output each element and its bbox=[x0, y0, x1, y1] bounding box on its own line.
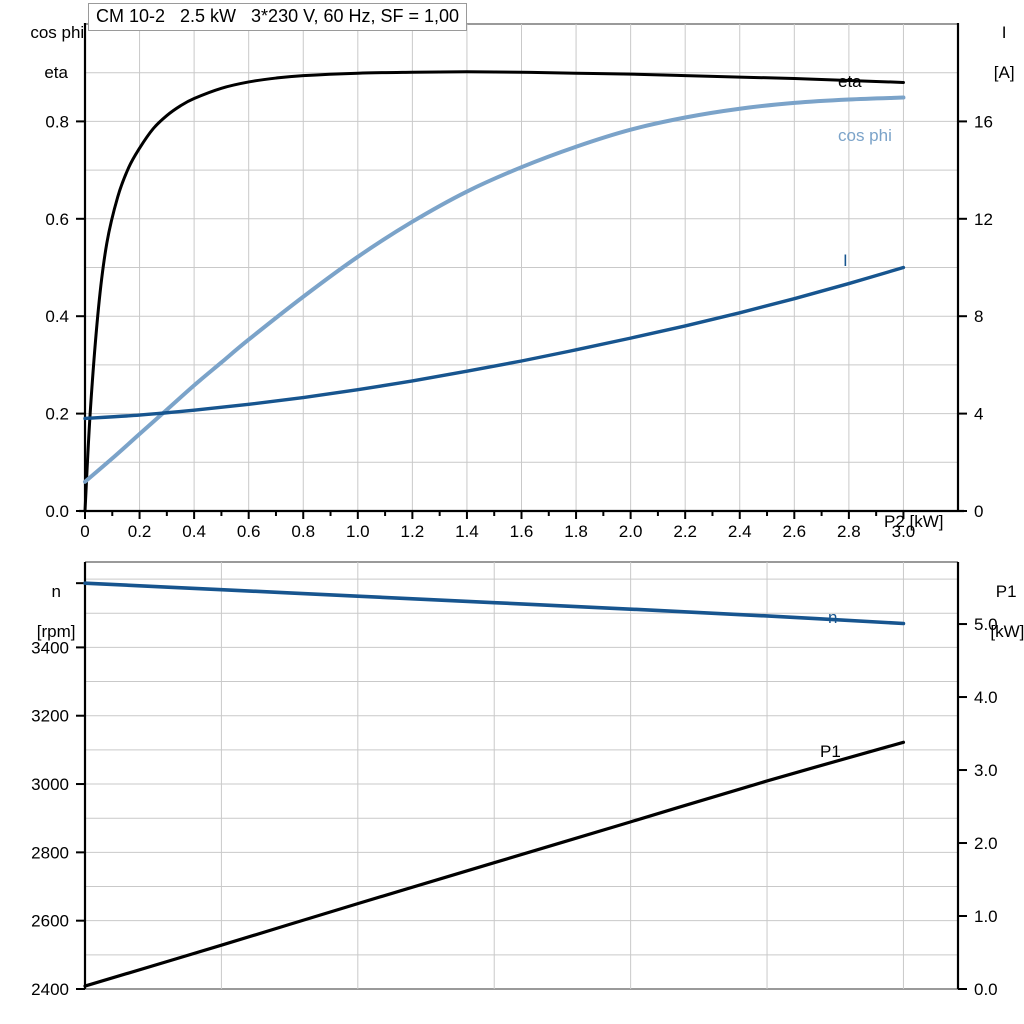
y-left-tick-1: 0.2 bbox=[45, 405, 69, 424]
right-axis-title-top: I [A] bbox=[960, 3, 1020, 103]
y-left-tick-b-2: 2800 bbox=[31, 843, 69, 862]
y-left-tick-b-1: 2600 bbox=[31, 912, 69, 931]
chart-title-box: CM 10-2 2.5 kW 3*230 V, 60 Hz, SF = 1,00 bbox=[88, 3, 468, 31]
bottom-chart-panel: n [rpm] P1 [kW] 2400 2600 2800 3000 3200 3400… bbox=[0, 548, 1024, 1024]
top-chart-plot: 0.0 0.2 0.4 0.6 0.8 0 4 8 12 16 0 0.2 0.4 0.6 0.8 1.0 1.… bbox=[45, 23, 993, 541]
curve-eta bbox=[83, 70, 905, 513]
curve-p1 bbox=[83, 740, 906, 988]
curve-label-current: I bbox=[843, 251, 848, 270]
y-right-tick-b-2: 2.0 bbox=[974, 834, 998, 853]
y-right-tick-3: 12 bbox=[974, 210, 993, 229]
x-tick-8: 1.6 bbox=[510, 522, 534, 541]
top-chart-panel: CM 10-2 2.5 kW 3*230 V, 60 Hz, SF = 1,00… bbox=[2, 3, 1020, 541]
y-right-tick-2: 8 bbox=[974, 307, 983, 326]
right-axis-title-bottom-line2: [kW] bbox=[990, 622, 1024, 641]
curve-label-speed: n bbox=[828, 608, 838, 627]
bottom-chart-plot: 2400 2600 2800 3000 3200 3400 0.0 1.0 2.0 3.0 4.0 5… bbox=[31, 561, 998, 999]
x-tick-6: 1.2 bbox=[401, 522, 425, 541]
y-right-tick-b-0: 0.0 bbox=[974, 980, 998, 999]
y-right-tick-0: 0 bbox=[974, 502, 983, 521]
y-left-tick-3: 0.6 bbox=[45, 210, 69, 229]
x-tick-5: 1.0 bbox=[346, 522, 370, 541]
y-left-tick-b-4: 3200 bbox=[31, 707, 69, 726]
left-axis-title-line1: cos phi bbox=[30, 23, 85, 42]
y-right-tick-4: 16 bbox=[974, 112, 993, 131]
x-tick-4: 0.8 bbox=[291, 522, 315, 541]
x-tick-13: 2.6 bbox=[782, 522, 806, 541]
y-right-tick-1: 4 bbox=[974, 405, 983, 424]
left-axis-title-top: cos phi eta bbox=[2, 3, 85, 103]
left-axis-title-bottom-line1: n bbox=[51, 582, 61, 601]
curve-label-eta: eta bbox=[838, 72, 862, 91]
x-tick-9: 1.8 bbox=[564, 522, 588, 541]
y-left-tick-0: 0.0 bbox=[45, 502, 69, 521]
x-tick-0: 0 bbox=[80, 522, 89, 541]
x-tick-15: 3.0 bbox=[892, 522, 916, 541]
y-left-tick-2: 0.4 bbox=[45, 307, 69, 326]
x-tick-1: 0.2 bbox=[128, 522, 152, 541]
y-left-tick-b-0: 2400 bbox=[31, 980, 69, 999]
curve-label-p1: P1 bbox=[820, 742, 841, 761]
x-tick-14: 2.8 bbox=[837, 522, 861, 541]
curve-speed bbox=[83, 581, 906, 626]
left-axis-title-bottom-line2: [rpm] bbox=[36, 622, 76, 641]
curve-current bbox=[83, 265, 906, 421]
right-axis-title-bottom-line1: P1 bbox=[995, 582, 1017, 601]
left-axis-title-line2: eta bbox=[44, 63, 68, 82]
left-axis-title-bottom: n [rpm] bbox=[2, 562, 82, 662]
y-left-tick-b-5: 3400 bbox=[31, 638, 69, 657]
right-axis-title-bottom: P1 [kW] bbox=[962, 562, 1024, 662]
y-left-tick-b-3: 3000 bbox=[31, 775, 69, 794]
x-tick-11: 2.2 bbox=[673, 522, 697, 541]
x-tick-3: 0.6 bbox=[237, 522, 261, 541]
x-tick-7: 1.4 bbox=[455, 522, 479, 541]
curve-cos_phi bbox=[83, 95, 906, 484]
right-axis-title-line1: I bbox=[1001, 23, 1007, 42]
x-tick-10: 2.0 bbox=[619, 522, 643, 541]
y-right-tick-b-1: 1.0 bbox=[974, 907, 998, 926]
curve-label-cos-phi: cos phi bbox=[838, 126, 892, 145]
y-right-tick-b-3: 3.0 bbox=[974, 761, 998, 780]
x-tick-2: 0.4 bbox=[182, 522, 206, 541]
y-right-tick-b-4: 4.0 bbox=[974, 688, 998, 707]
x-tick-12: 2.4 bbox=[728, 522, 752, 541]
right-axis-title-line2: [A] bbox=[993, 63, 1015, 82]
x-axis-title-top: P2 [kW] bbox=[884, 512, 944, 531]
y-left-tick-4: 0.8 bbox=[45, 112, 69, 131]
y-right-tick-b-5: 5.0 bbox=[974, 615, 998, 634]
